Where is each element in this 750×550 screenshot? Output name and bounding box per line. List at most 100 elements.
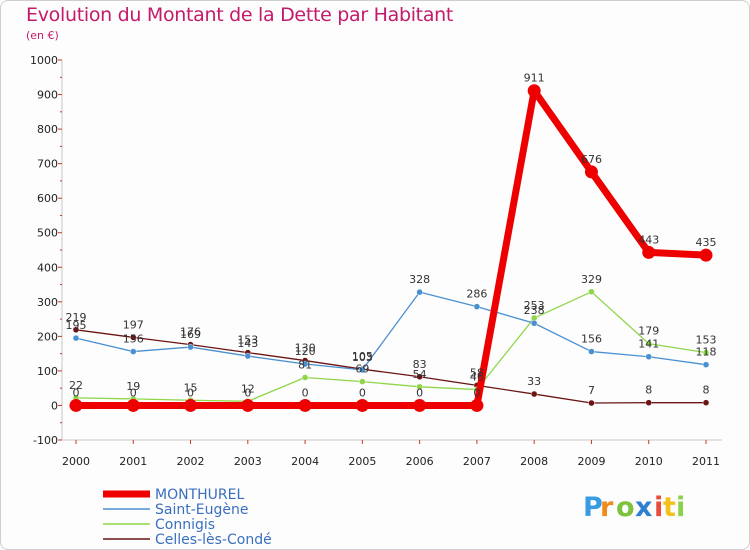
data-point (645, 353, 652, 360)
data-label: 0 (416, 386, 423, 399)
data-label: 118 (696, 346, 717, 359)
data-label: 435 (696, 236, 717, 249)
data-label: 0 (473, 386, 480, 399)
data-label: 8 (645, 384, 652, 397)
data-point (473, 303, 481, 310)
data-label: 83 (413, 358, 427, 371)
data-label: 197 (123, 318, 144, 331)
x-tick-label: 2004 (291, 455, 319, 468)
logo-letter: i (654, 492, 663, 523)
logo-letter: r (600, 492, 614, 523)
data-label: 69 (355, 363, 369, 376)
data-point (184, 398, 198, 412)
data-label: 105 (352, 350, 373, 363)
data-point (72, 334, 80, 342)
chart-subtitle: (en €) (26, 29, 59, 42)
data-point (645, 340, 652, 347)
data-label: 253 (524, 299, 545, 312)
data-point (359, 366, 366, 374)
x-tick-label: 2005 (348, 455, 376, 468)
data-point (530, 390, 538, 398)
data-point (187, 343, 194, 351)
x-tick-label: 2010 (635, 455, 663, 468)
data-point (69, 398, 83, 412)
x-tick-label: 2000 (62, 455, 90, 468)
data-label: 179 (638, 325, 659, 338)
data-point (241, 398, 255, 412)
data-point (588, 399, 595, 407)
logo-letter: t (663, 492, 676, 523)
series-line-0 (72, 87, 710, 409)
data-label: 103 (352, 351, 373, 364)
data-label: 443 (638, 233, 659, 246)
data-label: 329 (581, 273, 602, 286)
data-point (588, 288, 595, 295)
axes: -100010020030040050060070080090010002000… (30, 54, 722, 468)
data-label: 156 (123, 333, 144, 346)
data-point (702, 361, 710, 368)
data-point (301, 374, 309, 381)
x-tick-label: 2003 (234, 455, 262, 468)
y-tick-label: 900 (37, 89, 58, 102)
y-tick-label: -100 (33, 434, 58, 447)
data-point (702, 349, 710, 356)
chart-title: Evolution du Montant de la Dette par Hab… (26, 4, 454, 26)
data-label: 7 (588, 384, 595, 397)
x-tick-label: 2008 (520, 455, 548, 468)
data-label: 0 (302, 386, 309, 399)
data-point (355, 398, 369, 412)
data-point (530, 320, 538, 327)
data-point (126, 398, 140, 412)
data-point (645, 399, 652, 406)
logo-letter: x (635, 492, 652, 523)
y-tick-label: 600 (37, 192, 58, 205)
data-point (130, 348, 137, 355)
data-label: 46 (470, 371, 484, 384)
data-label: 911 (524, 72, 545, 85)
data-point (588, 348, 595, 355)
x-tick-label: 2007 (463, 455, 491, 468)
data-label: 12 (241, 382, 255, 395)
data-point (72, 326, 80, 333)
series-line-1 (75, 291, 707, 371)
legend-label: Connigis (155, 517, 215, 533)
data-label: 33 (527, 375, 541, 388)
data-label: 0 (187, 386, 194, 399)
data-point (416, 288, 423, 296)
data-point (298, 398, 312, 412)
data-point (527, 84, 541, 98)
series-line-2 (75, 291, 707, 402)
data-label: 156 (581, 333, 602, 346)
data-point (642, 245, 656, 259)
legend: MONTHURELSaint-EugèneConnigisCelles-lès-… (103, 487, 272, 548)
data-point (702, 399, 710, 406)
data-point (413, 398, 427, 412)
data-label: 0 (244, 386, 251, 399)
data-label: 130 (295, 342, 316, 355)
data-label: 169 (180, 328, 201, 341)
data-label: 143 (237, 337, 258, 350)
y-tick-label: 200 (37, 330, 58, 343)
data-label: 676 (581, 153, 602, 166)
data-label: 8 (703, 384, 710, 397)
data-label: 58 (470, 366, 484, 379)
y-tick-label: 1000 (30, 54, 58, 67)
data-label: 0 (130, 386, 137, 399)
data-point (416, 373, 423, 380)
data-label: 0 (73, 386, 80, 399)
x-tick-label: 2002 (177, 455, 205, 468)
data-label: 15 (184, 381, 198, 394)
x-tick-label: 2001 (119, 455, 147, 468)
data-label: 141 (638, 338, 659, 351)
data-point (416, 383, 423, 390)
data-label: 19 (126, 380, 140, 393)
y-tick-label: 400 (37, 261, 58, 274)
legend-label: Celles-lès-Condé (155, 532, 272, 548)
data-label: 153 (696, 334, 717, 347)
logo-letter: o (616, 492, 635, 523)
data-label: 0 (359, 386, 366, 399)
data-label: 238 (524, 304, 545, 317)
data-point (130, 334, 137, 341)
